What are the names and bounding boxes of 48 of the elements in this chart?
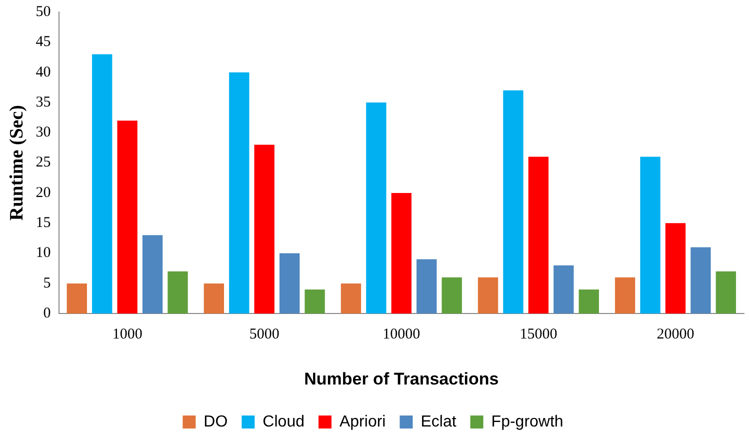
y-tick-label: 50: [36, 4, 51, 20]
y-tick-label: 35: [36, 94, 51, 110]
x-tick-label: 20000: [656, 326, 694, 343]
bar: [442, 277, 462, 314]
y-tick-label: 25: [36, 154, 51, 171]
x-tick-label: 15000: [520, 326, 558, 343]
bar: [66, 283, 87, 314]
legend-label: Fp-growth: [491, 413, 564, 430]
y-tick-label: 45: [36, 34, 51, 50]
y-tick-label: 40: [36, 64, 51, 80]
x-tick-label: 1000: [112, 326, 142, 343]
y-tick-label: 30: [36, 124, 51, 141]
bar: [665, 223, 686, 314]
bar: [92, 54, 112, 314]
y-tick-label: 20: [36, 184, 51, 201]
y-tick-label: 15: [36, 215, 51, 232]
bar: [478, 277, 498, 314]
bar: [578, 289, 599, 314]
y-tick-label: 5: [43, 275, 51, 292]
legend-label: Cloud: [262, 413, 304, 430]
bar: [528, 156, 549, 314]
y-axis-title: Runtime (Sec): [6, 105, 28, 221]
bar: [716, 271, 736, 314]
bar: [254, 144, 274, 314]
x-tick-label: 10000: [382, 326, 420, 343]
bar: [640, 156, 660, 314]
bar: [340, 283, 362, 314]
legend-label: DO: [204, 413, 228, 430]
y-tick-label: 0: [43, 306, 51, 322]
bar: [554, 265, 574, 314]
bar: [391, 192, 412, 314]
bar: [304, 289, 325, 314]
bar: [503, 90, 524, 314]
bar: [279, 253, 300, 314]
bar: [690, 247, 711, 314]
bar: [142, 235, 163, 314]
bar: [117, 120, 138, 314]
y-tick-label: 10: [36, 245, 51, 262]
bar: [416, 259, 437, 314]
bar: [614, 277, 636, 314]
bar: [204, 283, 224, 314]
legend-label: Eclat: [420, 413, 457, 430]
legend-label: Apriori: [339, 413, 386, 430]
bar: [229, 72, 250, 314]
bar: [366, 102, 386, 314]
x-tick-label: 5000: [249, 326, 280, 343]
x-axis-title: Number of Transactions: [304, 369, 499, 388]
bar: [168, 271, 188, 314]
